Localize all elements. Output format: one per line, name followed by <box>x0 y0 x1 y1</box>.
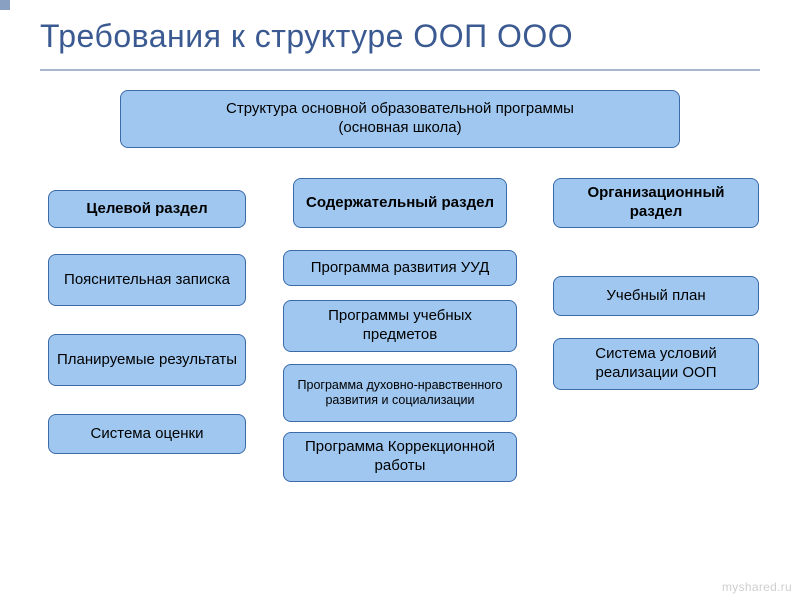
content-correctional-work-label: Программа Коррекционной работы <box>292 438 508 476</box>
watermark: myshared.ru <box>722 580 792 594</box>
target-planned-results-label: Планируемые результаты <box>57 351 237 370</box>
content-uud-program-label: Программа развития УУД <box>311 259 490 278</box>
section-header-content-label: Содержательный раздел <box>306 194 494 213</box>
org-curriculum-label: Учебный план <box>606 287 705 306</box>
page-title: Требования к структуре ООП ООО <box>40 18 760 55</box>
section-header-org: Организационный раздел <box>553 178 759 228</box>
target-explanatory-note: Пояснительная записка <box>48 254 246 306</box>
content-moral-development-label: Программа духовно-нравственного развития… <box>292 378 508 408</box>
content-moral-development: Программа духовно-нравственного развития… <box>283 364 517 422</box>
content-correctional-work: Программа Коррекционной работы <box>283 432 517 482</box>
corner-accent <box>0 0 10 10</box>
content-subject-programs: Программы учебных предметов <box>283 300 517 352</box>
structure-root-line2: (основная школа) <box>226 119 574 138</box>
target-assessment-system: Система оценки <box>48 414 246 454</box>
section-header-org-label: Организационный раздел <box>562 184 750 222</box>
structure-root-box: Структура основной образовательной прогр… <box>120 90 680 148</box>
title-rule <box>40 69 760 71</box>
section-header-content: Содержательный раздел <box>293 178 507 228</box>
target-assessment-system-label: Система оценки <box>91 425 204 444</box>
structure-root-line1: Структура основной образовательной прогр… <box>226 100 574 119</box>
title-wrap: Требования к структуре ООП ООО <box>0 0 800 61</box>
target-explanatory-note-label: Пояснительная записка <box>64 271 230 290</box>
org-conditions-system-label: Система условий реализации ООП <box>562 345 750 383</box>
content-subject-programs-label: Программы учебных предметов <box>292 307 508 345</box>
structure-root-text: Структура основной образовательной прогр… <box>226 100 574 138</box>
content-uud-program: Программа развития УУД <box>283 250 517 286</box>
target-planned-results: Планируемые результаты <box>48 334 246 386</box>
org-conditions-system: Система условий реализации ООП <box>553 338 759 390</box>
org-curriculum: Учебный план <box>553 276 759 316</box>
section-header-target-label: Целевой раздел <box>86 200 207 219</box>
section-header-target: Целевой раздел <box>48 190 246 228</box>
